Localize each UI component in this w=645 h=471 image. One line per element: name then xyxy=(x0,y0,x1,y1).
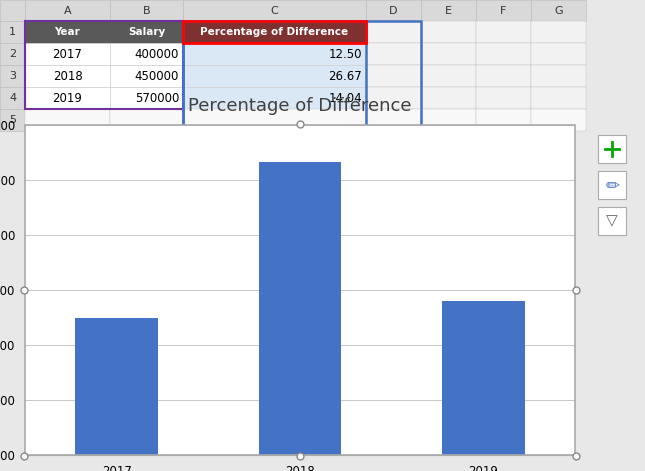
Bar xyxy=(110,87,183,109)
Bar xyxy=(25,21,110,43)
Bar xyxy=(366,21,421,43)
Title: Percentage of Difference: Percentage of Difference xyxy=(188,97,412,115)
Bar xyxy=(75,317,158,455)
Bar xyxy=(0,87,25,109)
Text: ▽: ▽ xyxy=(606,213,618,228)
Bar xyxy=(183,21,421,131)
Bar xyxy=(0,43,25,65)
Bar xyxy=(183,21,366,43)
Bar xyxy=(421,109,476,131)
Bar xyxy=(110,0,183,21)
Bar xyxy=(0,21,25,43)
Bar xyxy=(183,43,366,65)
Bar xyxy=(366,87,421,109)
Text: 5: 5 xyxy=(9,115,16,125)
Bar xyxy=(442,300,524,455)
Bar xyxy=(25,87,110,109)
Bar xyxy=(259,162,341,455)
Text: 2017: 2017 xyxy=(52,48,83,60)
Bar xyxy=(366,43,421,65)
Text: B: B xyxy=(143,6,150,16)
Bar xyxy=(421,21,476,43)
Text: D: D xyxy=(389,6,398,16)
Text: 450000: 450000 xyxy=(135,70,179,82)
Text: 1: 1 xyxy=(9,27,16,37)
Bar xyxy=(476,21,531,43)
Bar xyxy=(421,43,476,65)
Bar xyxy=(598,135,626,163)
Text: 2018: 2018 xyxy=(53,70,83,82)
Bar xyxy=(421,87,476,109)
Text: E: E xyxy=(445,6,452,16)
Bar xyxy=(183,0,366,21)
Bar xyxy=(25,109,110,131)
Text: 400000: 400000 xyxy=(135,48,179,60)
Bar xyxy=(366,65,421,87)
Text: ✏: ✏ xyxy=(605,176,619,194)
Bar xyxy=(531,0,586,21)
Bar xyxy=(531,43,586,65)
Bar xyxy=(25,21,183,109)
Bar xyxy=(110,21,183,43)
Bar xyxy=(183,21,366,131)
Bar xyxy=(110,65,183,87)
Bar xyxy=(25,0,110,21)
Text: F: F xyxy=(501,6,507,16)
Bar xyxy=(476,87,531,109)
Text: 4: 4 xyxy=(9,93,16,103)
Bar xyxy=(183,109,366,131)
Bar xyxy=(183,21,366,43)
Bar xyxy=(476,43,531,65)
Bar xyxy=(476,65,531,87)
Bar xyxy=(366,0,421,21)
Bar xyxy=(366,109,421,131)
Bar xyxy=(25,125,575,455)
Bar xyxy=(531,65,586,87)
Bar xyxy=(598,171,626,199)
Bar xyxy=(0,0,25,21)
Text: Year: Year xyxy=(55,27,81,37)
Text: 12.50: 12.50 xyxy=(328,48,362,60)
Text: Percentage of Difference: Percentage of Difference xyxy=(201,27,348,37)
Bar xyxy=(25,65,110,87)
Bar xyxy=(25,43,110,65)
Bar xyxy=(183,65,366,87)
Bar xyxy=(476,0,531,21)
Text: C: C xyxy=(271,6,279,16)
Bar xyxy=(531,109,586,131)
Bar xyxy=(183,87,366,109)
Text: 26.67: 26.67 xyxy=(328,70,362,82)
Bar xyxy=(110,43,183,65)
Text: 2: 2 xyxy=(9,49,16,59)
Bar xyxy=(0,109,25,131)
Text: 570000: 570000 xyxy=(135,91,179,105)
Text: Salary: Salary xyxy=(128,27,165,37)
Text: 2019: 2019 xyxy=(52,91,83,105)
Text: 3: 3 xyxy=(9,71,16,81)
Text: 14.04: 14.04 xyxy=(328,91,362,105)
Bar xyxy=(110,109,183,131)
Bar xyxy=(421,0,476,21)
Bar xyxy=(421,65,476,87)
Text: G: G xyxy=(554,6,563,16)
Bar xyxy=(598,207,626,235)
Bar xyxy=(531,21,586,43)
Bar xyxy=(476,109,531,131)
Bar xyxy=(0,65,25,87)
Text: A: A xyxy=(64,6,72,16)
Bar xyxy=(531,87,586,109)
